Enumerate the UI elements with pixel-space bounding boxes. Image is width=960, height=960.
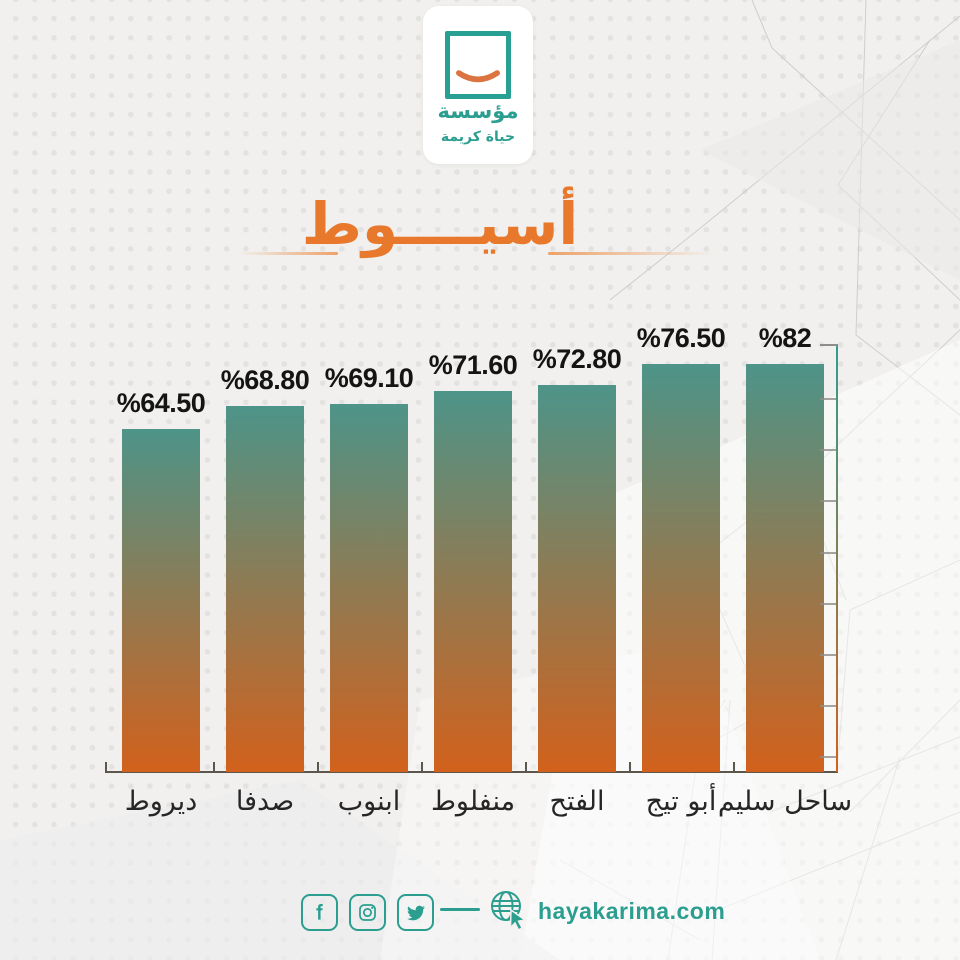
y-axis-top-tick xyxy=(820,344,838,346)
bar xyxy=(226,406,304,772)
bar xyxy=(642,364,720,772)
bar-value-label: %68.80 xyxy=(220,365,310,395)
category-label: ابنوب xyxy=(337,786,401,817)
y-axis-tick xyxy=(820,756,836,758)
x-axis-tick xyxy=(733,762,735,771)
bar-value-label: %64.50 xyxy=(116,388,206,418)
bar xyxy=(746,364,824,772)
y-axis-tick xyxy=(820,654,836,656)
category-label: منفلوط xyxy=(430,786,516,817)
category-label: أبو تيج xyxy=(645,786,717,817)
x-axis-tick xyxy=(629,762,631,771)
globe-cursor-icon[interactable] xyxy=(487,888,529,931)
bar xyxy=(122,429,200,772)
y-axis-tick xyxy=(820,705,836,707)
website-link[interactable]: hayakarima.com xyxy=(538,898,726,924)
bar xyxy=(434,391,512,772)
bar-value-label: %82 xyxy=(758,323,812,353)
title-dash-right xyxy=(548,252,715,255)
y-axis-tick xyxy=(820,449,836,451)
x-axis-tick xyxy=(213,762,215,771)
category-label: ساحل سليم xyxy=(717,786,853,817)
y-axis-tick xyxy=(820,552,836,554)
bar xyxy=(330,404,408,772)
x-axis-tick xyxy=(421,762,423,771)
x-axis-tick xyxy=(525,762,527,771)
bar xyxy=(538,385,616,772)
category-label: ديروط xyxy=(124,786,198,817)
y-axis-tick xyxy=(820,603,836,605)
smile-icon xyxy=(445,31,511,99)
org-name: مؤسسة xyxy=(437,99,519,123)
org-subtitle: حياة كريمة xyxy=(440,129,516,145)
y-axis-tick xyxy=(820,398,836,400)
facebook-icon[interactable] xyxy=(301,894,338,931)
title-dash-left xyxy=(238,252,338,255)
y-axis-tick xyxy=(820,500,836,502)
instagram-icon[interactable] xyxy=(349,894,386,931)
page-title: أسيــــوط xyxy=(301,190,579,258)
x-axis-tick xyxy=(105,762,107,771)
bar-value-label: %71.60 xyxy=(428,350,518,380)
category-label: صدفا xyxy=(235,786,295,817)
org-logo: مؤسسة حياة كريمة xyxy=(423,6,533,164)
x-axis-line xyxy=(105,771,838,773)
twitter-icon[interactable] xyxy=(397,894,434,931)
bar-value-label: %69.10 xyxy=(324,363,414,393)
bar-value-label: %76.50 xyxy=(636,323,726,353)
category-label: الفتح xyxy=(549,786,605,817)
y-axis-line xyxy=(836,344,838,772)
footer-divider xyxy=(440,908,480,911)
bar-value-label: %72.80 xyxy=(532,344,622,374)
x-axis-tick xyxy=(317,762,319,771)
